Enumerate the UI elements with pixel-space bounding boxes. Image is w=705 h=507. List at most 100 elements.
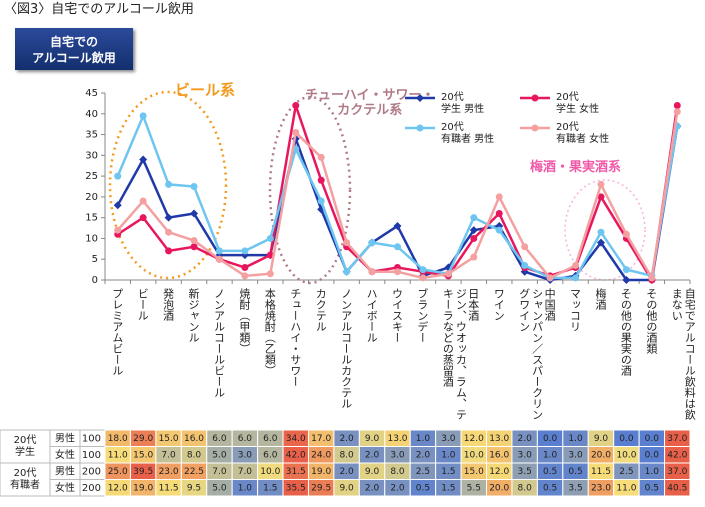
- marker: [139, 155, 148, 164]
- cell-value: 0.5: [543, 467, 557, 477]
- x-tick-label: ワイン: [492, 288, 506, 321]
- cell-value: 37.0: [667, 434, 687, 444]
- marker: [165, 247, 173, 255]
- marker: [673, 101, 681, 109]
- legend-marker: [531, 124, 539, 132]
- y-tick-label: 20: [85, 192, 98, 203]
- cell-value: 34.0: [286, 434, 306, 444]
- x-tick-label: マッコリ: [568, 288, 582, 332]
- cell-value: 8.0: [390, 467, 405, 477]
- cell-value: 2.0: [365, 450, 380, 460]
- cell-value: 6.0: [263, 450, 278, 460]
- cell-value: 39.5: [133, 467, 153, 477]
- marker: [241, 272, 249, 280]
- cell-value: 0.0: [619, 434, 634, 444]
- cell-value: 2.0: [365, 483, 380, 493]
- cell-value: 3.5: [568, 483, 582, 493]
- legend-marker: [416, 94, 424, 102]
- marker: [470, 214, 478, 222]
- cell-value: 1.5: [263, 483, 277, 493]
- y-tick-label: 0: [92, 275, 98, 286]
- cell-value: 3.5: [518, 467, 532, 477]
- cell-value: 6.0: [212, 434, 227, 444]
- row-group: 20代 学生: [13, 435, 37, 458]
- legend-label: 20代 有職者 男性: [441, 122, 495, 145]
- x-tick-label: 中国酒: [543, 288, 557, 321]
- cell-value: 1.0: [645, 467, 660, 477]
- cell-value: 1.0: [416, 434, 431, 444]
- x-tick-label: ノンアルコールビール: [212, 288, 226, 398]
- cell-value: 7.0: [238, 467, 253, 477]
- cell-value: 19.0: [311, 467, 331, 477]
- cell-value: 1.5: [441, 467, 455, 477]
- row-n: 200: [82, 466, 101, 477]
- cell-value: 1.0: [543, 450, 558, 460]
- annotation: ビール系: [175, 81, 236, 99]
- cell-value: 2.0: [339, 434, 354, 444]
- cell-value: 0.0: [645, 434, 660, 444]
- y-tick-label: 25: [85, 171, 98, 182]
- cell-value: 9.0: [594, 434, 609, 444]
- cell-value: 11.0: [616, 483, 636, 493]
- cell-value: 2.0: [390, 483, 405, 493]
- cell-value: 0.0: [543, 434, 558, 444]
- cell-value: 20.0: [591, 450, 611, 460]
- y-tick-label: 15: [85, 213, 98, 224]
- y-tick-label: 5: [92, 254, 98, 265]
- cell-value: 0.5: [543, 483, 557, 493]
- row-n: 200: [82, 483, 101, 494]
- cell-value: 11.5: [159, 483, 179, 493]
- x-tick-label: チューハイ・サワー: [288, 288, 302, 387]
- cell-value: 3.0: [441, 434, 456, 444]
- marker: [343, 239, 351, 247]
- cell-value: 1.0: [568, 434, 583, 444]
- marker: [495, 210, 503, 218]
- x-tick-label: シャンパン／スパークリングワイン: [517, 288, 544, 420]
- badge: 自宅での アルコール飲用: [15, 28, 133, 70]
- marker: [495, 193, 503, 201]
- cell-value: 11.0: [108, 450, 128, 460]
- marker: [190, 237, 198, 245]
- x-tick-label: その他の酒類: [644, 288, 658, 354]
- marker: [597, 228, 605, 236]
- row-gender: 女性: [55, 481, 75, 494]
- cell-value: 16.0: [489, 450, 509, 460]
- marker: [596, 238, 605, 247]
- cell-value: 23.0: [159, 467, 179, 477]
- y-tick-label: 45: [85, 88, 98, 99]
- cell-value: 1.0: [441, 450, 456, 460]
- marker: [190, 209, 199, 218]
- marker: [597, 193, 605, 201]
- marker: [113, 201, 122, 210]
- marker: [139, 214, 147, 222]
- row-n: 100: [82, 433, 101, 444]
- cell-value: 13.0: [489, 434, 509, 444]
- cell-value: 3.0: [518, 450, 533, 460]
- cell-value: 8.0: [339, 450, 354, 460]
- marker: [521, 261, 529, 269]
- legend-marker: [531, 94, 539, 102]
- cell-value: 2.0: [518, 434, 533, 444]
- cell-value: 5.0: [212, 483, 227, 493]
- cell-value: 12.0: [464, 434, 484, 444]
- x-tick-label: 発泡酒: [161, 288, 175, 321]
- cell-value: 40.5: [667, 483, 687, 493]
- cell-value: 5.5: [467, 483, 481, 493]
- legend-label: 20代 学生 男性: [441, 92, 485, 115]
- marker: [393, 221, 402, 230]
- y-tick-label: 40: [85, 109, 98, 120]
- marker: [114, 172, 122, 180]
- marker: [241, 247, 249, 255]
- row-gender: 男性: [55, 431, 75, 444]
- ellipse-beer: [108, 90, 228, 280]
- marker: [470, 234, 478, 242]
- cell-value: 9.0: [365, 467, 380, 477]
- cell-value: 12.0: [108, 483, 128, 493]
- legend-marker: [416, 124, 424, 132]
- cell-value: 29.5: [311, 483, 331, 493]
- marker: [292, 128, 300, 136]
- marker: [241, 264, 249, 272]
- cell-value: 13.0: [387, 434, 407, 444]
- cell-value: 0.5: [416, 483, 430, 493]
- cell-value: 6.0: [238, 434, 253, 444]
